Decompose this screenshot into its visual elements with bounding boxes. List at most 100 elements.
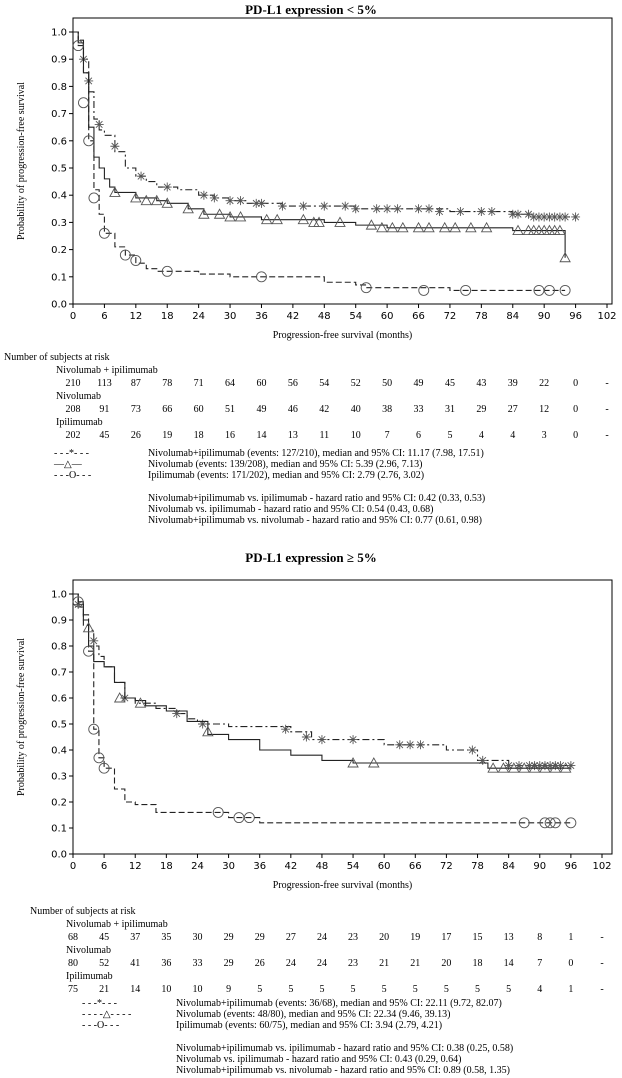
censor-mark xyxy=(89,636,99,646)
chart-title: PD-L1 expression < 5% xyxy=(245,2,377,17)
x-tick-label: 12 xyxy=(129,311,142,322)
censor-mark xyxy=(271,213,283,225)
x-tick-label: 96 xyxy=(569,311,582,322)
x-tick-label: 66 xyxy=(412,311,425,322)
risk-row-label: Ipilimumab xyxy=(66,971,113,982)
censor-mark xyxy=(172,709,182,719)
y-tick-label: 0.2 xyxy=(51,798,67,809)
censor-mark xyxy=(225,196,235,206)
censor-mark xyxy=(467,745,477,755)
risk-cell: - xyxy=(600,958,604,969)
risk-cell: 5 xyxy=(319,984,325,995)
censor-mark xyxy=(368,757,380,768)
risk-cell: 13 xyxy=(503,932,514,943)
censor-mark xyxy=(535,761,545,771)
censor-mark xyxy=(88,192,100,204)
series-line-ipilimumab xyxy=(73,593,571,824)
risk-cell: 60 xyxy=(256,378,267,389)
chart-panel-pdl1-lt5: PD-L1 expression < 5% 0.0 0.1 0.2 0.3 0.4 0.5… xyxy=(4,2,617,526)
risk-cell: 29 xyxy=(476,404,487,415)
censor-mark xyxy=(465,221,477,233)
legend-entry: Ipilimumab (events: 60/75), median and 9… xyxy=(176,1020,443,1031)
x-tick-label: 18 xyxy=(160,861,173,872)
x-tick-label: 72 xyxy=(440,861,453,872)
y-tick-label: 0.5 xyxy=(51,720,67,731)
censor-mark xyxy=(351,204,361,214)
censor-mark xyxy=(412,221,425,233)
censor-mark xyxy=(539,762,551,773)
censor-mark xyxy=(514,761,524,771)
risk-cell: 5 xyxy=(475,984,481,995)
censor-mark xyxy=(198,208,210,219)
legend-entry: Nivolumab (events: 48/80), median and 95… xyxy=(176,1009,451,1020)
plot-frame xyxy=(72,579,613,855)
x-tick-label: 78 xyxy=(471,861,484,872)
risk-row-label: Nivolumab + ipilimumab xyxy=(66,919,168,930)
x-tick-label: 102 xyxy=(592,861,611,872)
y-tick-label: 0.3 xyxy=(51,772,67,783)
censor-mark xyxy=(260,213,273,225)
censor-mark xyxy=(549,762,562,773)
x-tick-label: 24 xyxy=(192,311,205,322)
censor-mark xyxy=(504,761,514,771)
risk-cell: 26 xyxy=(254,958,265,969)
risk-cell: 0 xyxy=(568,958,574,969)
risk-cell: - xyxy=(605,430,609,441)
censor-mark xyxy=(347,757,359,768)
censor-mark xyxy=(348,735,358,745)
x-tick-label: 30 xyxy=(222,861,235,872)
risk-cell: 60 xyxy=(193,404,204,415)
censor-mark xyxy=(136,171,146,181)
x-tick-label: 42 xyxy=(287,311,300,322)
risk-cell: 10 xyxy=(161,984,172,995)
censor-mark xyxy=(236,196,246,206)
censor-mark xyxy=(88,723,100,735)
legend-entry: Nivolumab+ipilimumab (events: 127/210), … xyxy=(148,448,484,459)
risk-cell: 52 xyxy=(99,958,110,969)
censor-mark xyxy=(297,213,310,225)
censor-mark xyxy=(513,209,523,219)
km-plot: 0.0 0.1 0.2 0.3 0.4 0.5 0.6 0.7 0.8 0.9 1.0 0 6 12 18 2… xyxy=(16,17,617,341)
risk-cell: - xyxy=(605,378,609,389)
x-tick-label: 36 xyxy=(253,861,266,872)
risk-cell: 1 xyxy=(568,984,574,995)
censor-mark xyxy=(224,211,236,222)
x-axis-label: Progression-free survival (months) xyxy=(273,330,412,341)
risk-cell: 202 xyxy=(65,430,81,441)
risk-cell: 80 xyxy=(68,958,78,969)
legend-symbol: - - - -△- - - - xyxy=(82,1009,132,1020)
censor-mark xyxy=(256,271,267,283)
censor-mark xyxy=(83,645,95,657)
risk-cell: 45 xyxy=(99,430,110,441)
censor-mark xyxy=(298,201,308,211)
x-tick-label: 48 xyxy=(318,311,331,322)
risk-cell: - xyxy=(605,404,609,415)
censor-mark xyxy=(559,284,571,296)
censor-mark xyxy=(415,740,425,750)
legend-entry: Ipilimumab (events: 171/202), median and… xyxy=(148,470,425,481)
censor-mark xyxy=(397,221,409,233)
censor-mark xyxy=(212,806,224,818)
x-tick-label: 54 xyxy=(347,861,360,872)
censor-mark xyxy=(150,194,163,206)
censor-mark xyxy=(98,227,110,239)
y-tick-label: 0.1 xyxy=(51,272,67,283)
legend-entry: Nivolumab (events: 139/208), median and … xyxy=(148,459,423,470)
risk-cell: 1 xyxy=(568,932,574,943)
risk-cell: 33 xyxy=(413,404,424,415)
plot-frame xyxy=(72,17,613,305)
risk-cell: 15 xyxy=(472,932,483,943)
y-tick-label: 0.2 xyxy=(51,245,67,256)
censor-mark xyxy=(571,212,581,222)
risk-table-title: Number of subjects at risk xyxy=(30,906,136,917)
x-tick-label: 84 xyxy=(502,861,515,872)
censor-mark xyxy=(438,221,451,233)
risk-cell: 16 xyxy=(225,430,236,441)
risk-cell: 113 xyxy=(97,378,112,389)
risk-cell: 49 xyxy=(256,404,267,415)
censor-mark xyxy=(518,762,530,773)
risk-cell: 14 xyxy=(503,958,514,969)
y-tick-label: 0.1 xyxy=(51,824,67,835)
risk-cell: 210 xyxy=(65,378,81,389)
censor-mark xyxy=(487,762,499,773)
